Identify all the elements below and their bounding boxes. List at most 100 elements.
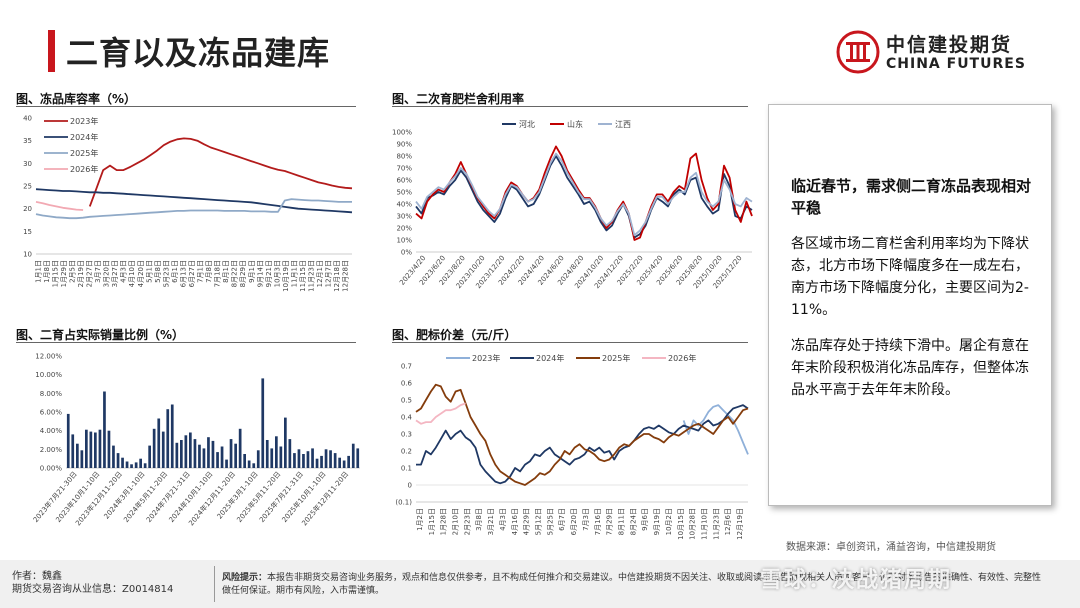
- legend-label-shandong: 山东: [567, 119, 583, 129]
- bar: [324, 449, 328, 468]
- series-line-2026年: [35, 201, 84, 211]
- license-text: 期货交易咨询从业信息：Z0014814: [12, 584, 174, 595]
- bar: [238, 428, 242, 468]
- x-tick-label: 7月16日: [594, 508, 602, 535]
- x-tick-label: 10月2日: [665, 508, 673, 535]
- x-tick-label: 7月18日: [214, 260, 222, 287]
- x-tick-label: 8月1日: [222, 260, 230, 283]
- bar: [347, 455, 350, 468]
- bar: [189, 432, 192, 468]
- bar: [170, 404, 174, 468]
- china-futures-logo-icon: [836, 30, 880, 74]
- y-tick-label: 80%: [396, 153, 412, 161]
- x-tick-label: 12月28日: [342, 260, 350, 292]
- bar: [71, 434, 75, 468]
- legend-label-p2023: 2023年: [472, 353, 500, 363]
- summary-paragraph-2: 冻品库存处于持续下滑中。屠企有意在年末阶段积极消化冻品库存，但整体冻品水平高于去…: [791, 338, 1029, 398]
- y-tick-label: 2.00%: [40, 446, 63, 454]
- bar: [207, 437, 210, 468]
- bar: [211, 440, 215, 468]
- y-tick-label: 10: [23, 251, 32, 259]
- x-tick-label: 8月11日: [618, 508, 626, 535]
- footer-band: [0, 560, 1080, 608]
- bar: [202, 448, 206, 468]
- bar: [338, 457, 341, 468]
- y-tick-label: 50%: [396, 189, 412, 197]
- legend-label-2023: 2023年: [70, 116, 98, 126]
- bar: [333, 453, 337, 468]
- chart-rule: [392, 342, 748, 343]
- bar: [284, 417, 287, 468]
- bar: [161, 431, 165, 468]
- y-tick-label: 25: [23, 183, 32, 191]
- chart-title-frozen: 图、冻品库容率（%）: [16, 92, 137, 106]
- company-logo: 中信建投期货 CHINA FUTURES: [836, 30, 1036, 78]
- bar: [297, 449, 301, 468]
- x-tick-label: 1月8日: [43, 260, 51, 283]
- y-tick-label: 0.3: [401, 431, 412, 439]
- bar: [356, 448, 360, 468]
- y-tick-label: 6.00%: [40, 409, 63, 417]
- series-line-2025年: [35, 198, 352, 220]
- x-tick-label: 4月20日: [137, 260, 145, 287]
- bar: [166, 409, 170, 468]
- summary-paragraph-1: 各区域市场二育栏舍利用率均为下降状态，北方市场下降幅度多在一成左右，南方市场下降…: [791, 236, 1029, 318]
- y-tick-label: 60%: [396, 177, 412, 185]
- bar: [121, 457, 124, 468]
- x-tick-label: 8月29日: [239, 260, 247, 287]
- chart-legend: 2023年 2024年 2025年 2026年: [446, 353, 696, 363]
- chart-rule: [392, 106, 748, 107]
- bar: [265, 440, 269, 468]
- x-tick-label: 2月23日: [463, 508, 471, 535]
- frozen-inventory-chart: 2023年 2024年 2025年 2026年 403530252015101月…: [23, 115, 353, 292]
- x-tick-label: 5月23日: [162, 260, 170, 287]
- x-tick-label: 10月19日: [282, 260, 290, 292]
- y-tick-label: 30: [23, 160, 32, 168]
- x-tick-label: 3月27日: [111, 260, 119, 287]
- y-tick-label: 0.2: [401, 448, 412, 456]
- x-tick-label: 2024年10月1-10日: [167, 470, 215, 525]
- legend-label-2026: 2026年: [70, 164, 98, 174]
- chart-legend: 河北 山东 江西: [502, 119, 631, 129]
- bar: [252, 463, 256, 468]
- x-tick-label: 12月18日: [333, 260, 341, 292]
- y-tick-label: 70%: [396, 165, 412, 173]
- chart-rule: [16, 342, 356, 343]
- bar: [247, 460, 251, 468]
- x-tick-label: 3月8日: [475, 508, 483, 531]
- bar: [85, 429, 88, 468]
- x-tick-label: 4月3日: [120, 260, 128, 283]
- x-tick-label: 2023年7月21-30日: [31, 470, 79, 525]
- bar: [261, 378, 265, 468]
- x-tick-label: 4月29日: [523, 508, 531, 535]
- x-tick-label: 5月8日: [154, 260, 162, 283]
- bar: [107, 430, 111, 468]
- x-tick-label: 8月24日: [629, 508, 637, 535]
- bar: [329, 450, 332, 468]
- y-tick-label: 10%: [396, 237, 412, 245]
- bar: [139, 458, 142, 468]
- x-tick-label: 2月19日: [77, 260, 85, 287]
- footer-author-block: 作者：魏鑫 期货交易咨询从业信息：Z0014814: [12, 570, 173, 596]
- bar: [243, 454, 246, 468]
- bar: [157, 418, 161, 468]
- x-tick-label: 7月8日: [205, 260, 213, 283]
- bar: [216, 452, 219, 468]
- y-tick-label: 90%: [396, 141, 412, 149]
- bar: [306, 451, 310, 468]
- footer-divider: [214, 566, 215, 602]
- secondary-fattening-chart: 河北 山东 江西 100% 90% 80% 70% 60% 50% 40% 30% 20% 10%…: [392, 119, 753, 290]
- bar: [134, 462, 138, 468]
- y-tick-label: 0.1: [401, 465, 412, 473]
- bar: [175, 442, 179, 468]
- y-tick-label: 0.00%: [40, 465, 63, 473]
- bar: [80, 450, 84, 468]
- x-tick-label: 2024年5月11-20日: [122, 470, 170, 525]
- title-accent-bar: [48, 30, 55, 72]
- x-tick-label: 5月1日: [145, 260, 153, 283]
- y-tick-label: 0.6: [401, 380, 413, 388]
- x-tick-label: 7月3日: [582, 508, 590, 531]
- x-tick-label: 5月12日: [535, 508, 543, 535]
- x-tick-label: 6月20日: [570, 508, 578, 535]
- series-line-江西: [415, 152, 753, 237]
